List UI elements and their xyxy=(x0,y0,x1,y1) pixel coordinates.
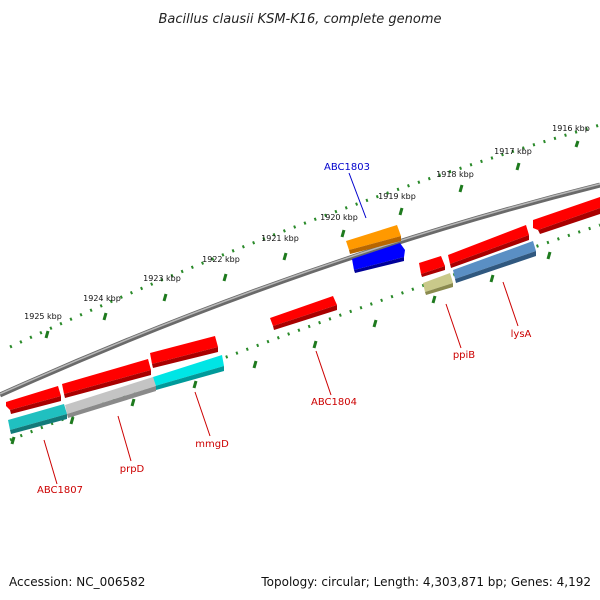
genome-backbone xyxy=(0,182,600,398)
gene-label-mmgd[interactable]: mmgD xyxy=(195,439,229,450)
gene-arrow-red[interactable] xyxy=(62,359,151,398)
gene-label-abc1804[interactable]: ABC1804 xyxy=(311,397,357,408)
accession-text: Accession: NC_006582 xyxy=(9,575,145,589)
gene-label-lysa[interactable]: lysA xyxy=(511,329,532,340)
gene-arrow-red[interactable] xyxy=(419,256,445,277)
tick-label-1922: 1922 kbp xyxy=(202,255,240,264)
tick-label-1916: 1916 kbp xyxy=(552,124,590,133)
gene-arrow-red[interactable] xyxy=(270,296,337,330)
tick-label-1919: 1919 kbp xyxy=(378,192,416,201)
gene-label-prpd[interactable]: prpD xyxy=(120,464,145,475)
gene-arrow-red[interactable] xyxy=(150,336,218,368)
gene-arrow-olive-ppib[interactable] xyxy=(423,273,453,295)
leader-ppib xyxy=(445,303,462,349)
leader-prpd xyxy=(117,415,132,462)
leader-mmgd xyxy=(194,391,211,437)
leader-lysa xyxy=(502,281,519,327)
major-ticks-upper xyxy=(44,140,580,339)
tick-label-1920: 1920 kbp xyxy=(320,213,358,222)
leader-abc1804 xyxy=(315,350,332,396)
gene-labels: ABC1803 ABC1804 ppiB lysA mmgD prpD ABC1… xyxy=(37,162,532,496)
reverse-genes xyxy=(8,225,536,434)
gene-label-abc1807[interactable]: ABC1807 xyxy=(37,485,83,496)
gene-arrow-red[interactable] xyxy=(448,225,529,268)
tick-label-1924: 1924 kbp xyxy=(83,294,121,303)
tick-labels: 1916 kbp 1917 kbp 1918 kbp 1919 kbp 1920… xyxy=(24,124,590,321)
tick-label-1921: 1921 kbp xyxy=(261,234,299,243)
tick-label-1923: 1923 kbp xyxy=(143,274,181,283)
forward-genes xyxy=(6,197,600,414)
tick-label-1925: 1925 kbp xyxy=(24,312,62,321)
topology-text: Topology: circular; Length: 4,303,871 bp… xyxy=(260,575,591,589)
gene-arrow-cyan-mmgd[interactable] xyxy=(153,355,224,390)
scale-ring-upper xyxy=(9,123,600,349)
major-ticks-lower xyxy=(10,251,552,445)
gene-arrow-steelblue-lysa[interactable] xyxy=(453,241,536,283)
leader-abc1807 xyxy=(43,439,58,485)
map-title: Bacillus clausii KSM-K16, complete genom… xyxy=(158,12,441,27)
gene-arrow-blue[interactable] xyxy=(352,243,405,273)
tick-label-1918: 1918 kbp xyxy=(436,170,474,179)
gene-arrow-orange-abc1803[interactable] xyxy=(346,225,401,254)
gene-arrow-gray-prpd[interactable] xyxy=(65,377,156,418)
tick-label-1917: 1917 kbp xyxy=(494,147,532,156)
leader-abc1803 xyxy=(348,172,367,219)
gene-label-abc1803[interactable]: ABC1803 xyxy=(324,162,370,173)
gene-label-ppib[interactable]: ppiB xyxy=(453,350,475,361)
gene-arrow-teal-abc1807[interactable] xyxy=(8,404,67,434)
gene-arrow-red[interactable] xyxy=(6,386,61,414)
gene-arrow-red[interactable] xyxy=(533,197,600,234)
label-leaders xyxy=(43,172,519,485)
